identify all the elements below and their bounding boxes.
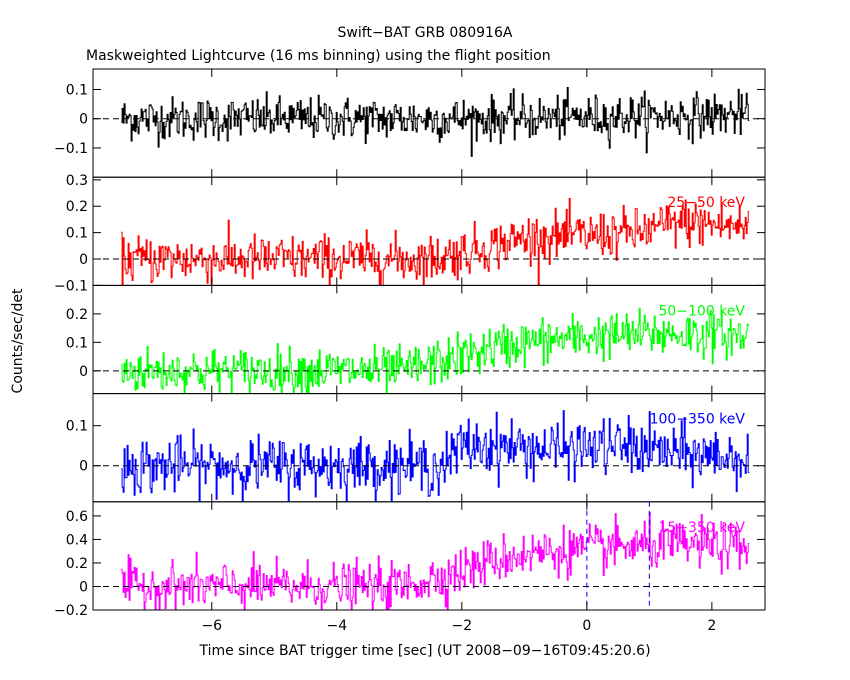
y-tick-label: 0 — [79, 364, 88, 380]
y-tick-label: 0.1 — [66, 419, 88, 435]
series-line — [121, 410, 750, 502]
panel-frame — [92, 501, 766, 611]
y-tick-label: 0 — [79, 252, 88, 268]
panel-4: 0 0.1 100−350 keV — [66, 393, 766, 503]
y-tick-label: 0.2 — [66, 307, 88, 323]
band-label: 25−50 keV — [667, 195, 745, 211]
x-tick-label: 2 — [707, 618, 716, 634]
series-line — [121, 87, 750, 157]
x-tick-label: −6 — [201, 618, 222, 634]
y-tick-label: 0.1 — [66, 82, 88, 98]
series-line — [121, 512, 750, 610]
panel-5: −0.2 0 0.2 0.4 0.6 −6 −4 −2 0 2 15−350 keV — [54, 501, 766, 634]
y-tick-label: 0.1 — [66, 226, 88, 242]
y-tick-label: 0.1 — [66, 335, 88, 351]
y-tick-label: −0.2 — [54, 603, 88, 619]
band-label: 15−350 keV — [658, 520, 745, 536]
band-label: 50−100 keV — [658, 303, 745, 319]
x-tick-label: 0 — [582, 618, 591, 634]
y-tick-label: −0.1 — [54, 141, 88, 157]
y-tick-label: 0.6 — [66, 509, 88, 525]
y-tick-label: 0.2 — [66, 199, 88, 215]
y-tick-label: 0.3 — [66, 173, 88, 189]
y-tick-label: 0 — [79, 112, 88, 128]
series-line — [121, 307, 750, 394]
x-axis-label: Time since BAT trigger time [sec] (UT 20… — [198, 643, 650, 659]
y-tick-label: 0 — [79, 459, 88, 475]
y-tick-label: 0 — [79, 579, 88, 595]
panel-2: −0.1 0 0.1 0.2 0.3 25−50 keV — [54, 173, 766, 294]
x-tick-label: −2 — [451, 618, 472, 634]
y-tick-label: −0.1 — [54, 278, 88, 294]
band-label: 100−350 keV — [650, 412, 746, 428]
y-axis-label: Counts/sec/det — [10, 288, 26, 393]
y-tick-label: 0.4 — [66, 532, 88, 548]
series-line — [121, 198, 750, 286]
chart-title: Swift−BAT GRB 080916A — [338, 25, 513, 41]
chart-subtitle: Maskweighted Lightcurve (16 ms binning) … — [86, 48, 551, 64]
y-tick-label: 0.2 — [66, 556, 88, 572]
x-tick-label: −4 — [326, 618, 347, 634]
panels-group: −0.1 0 0.1 −0.1 0 0.1 0.2 0.3 25−50 keV 0 0.1 0.2 50… — [54, 68, 766, 634]
